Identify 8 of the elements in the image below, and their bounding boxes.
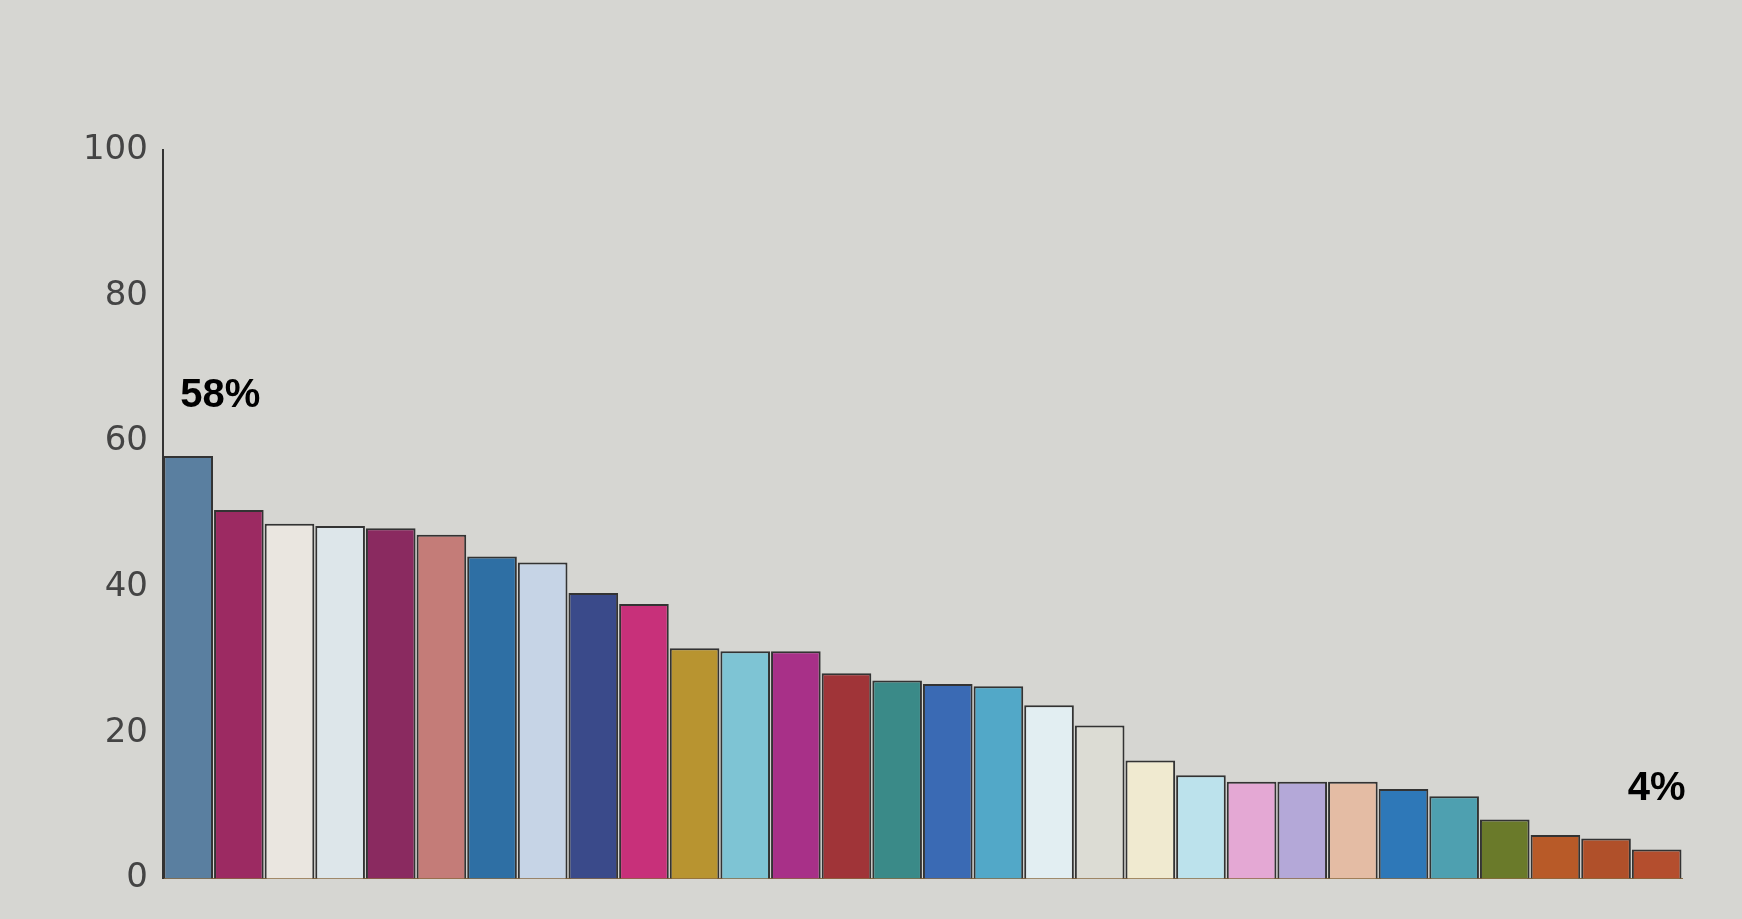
- y-tick-label: 100: [82, 126, 148, 167]
- y-tick-label: 20: [104, 709, 148, 750]
- y-tick-label: 40: [104, 563, 148, 604]
- y-tick-label: 80: [104, 272, 148, 313]
- y-tick-label: 0: [126, 855, 148, 896]
- data-label: 58%: [180, 371, 261, 416]
- y-tick-label: 60: [104, 418, 148, 459]
- data-label: 4%: [1627, 764, 1686, 809]
